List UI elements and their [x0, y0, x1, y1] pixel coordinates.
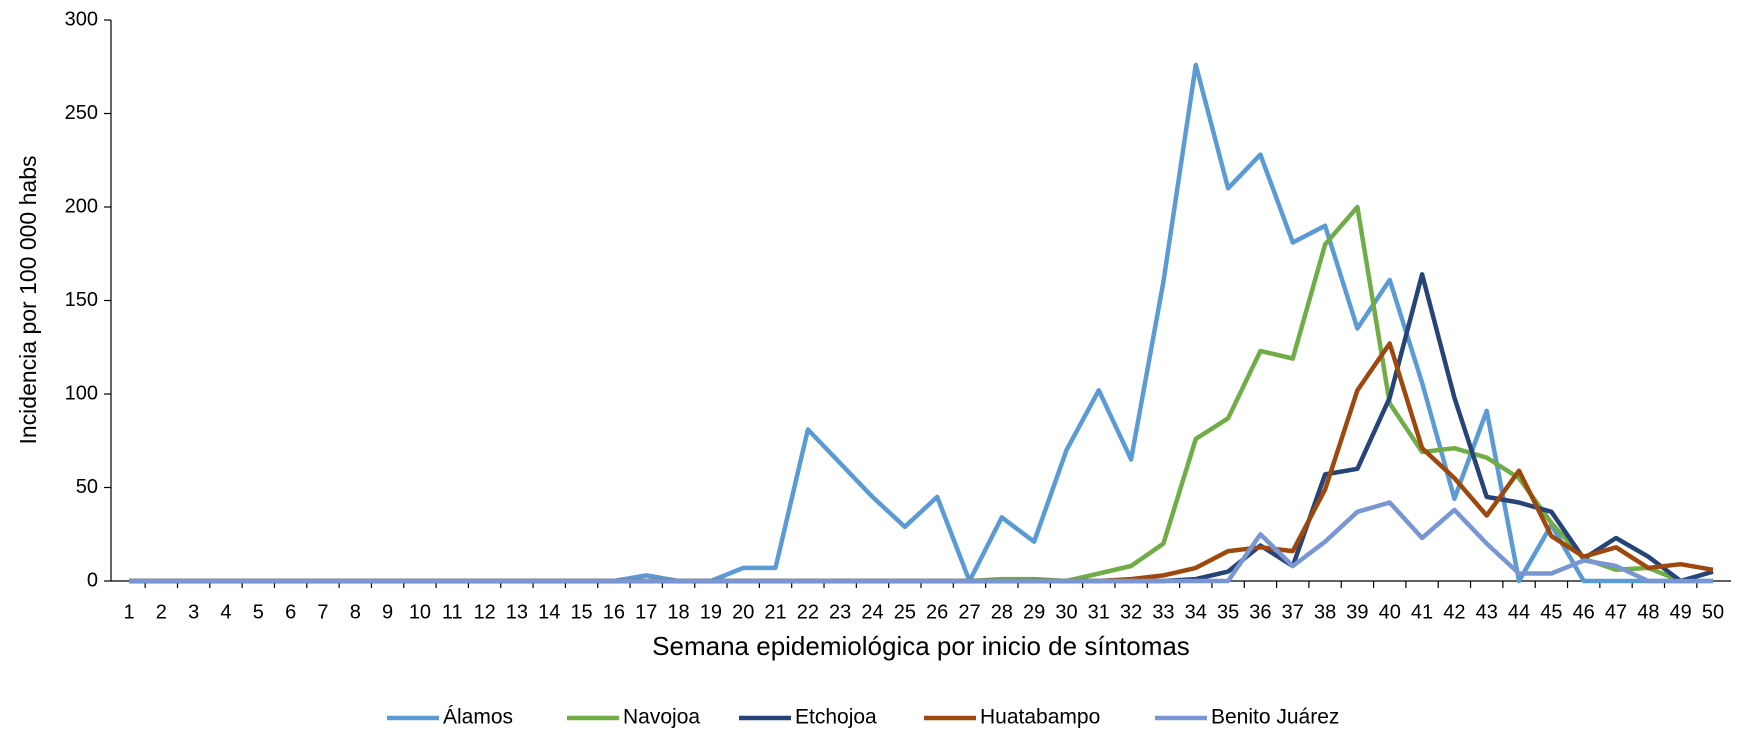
- x-tick-label: 28: [991, 601, 1013, 623]
- x-tick-label: 24: [861, 601, 883, 623]
- legend-label: Etchojoa: [795, 706, 877, 729]
- x-tick-label: 34: [1185, 601, 1207, 623]
- x-tick-label: 26: [926, 601, 948, 623]
- x-tick-label: 39: [1346, 601, 1368, 623]
- series-line: [129, 500, 1713, 584]
- x-tick-label: 18: [667, 601, 689, 623]
- y-tick-label: 200: [65, 195, 98, 217]
- x-tick-label: 36: [1249, 601, 1271, 623]
- x-tick-label: 25: [894, 601, 916, 623]
- y-axis-title: Incidencia por 100 000 habs: [15, 156, 41, 445]
- y-tick-label: 250: [65, 102, 98, 124]
- x-tick-label: 49: [1670, 601, 1692, 623]
- x-tick-label: 1: [123, 601, 134, 623]
- x-tick-label: 8: [350, 601, 361, 623]
- y-tick-label: 300: [65, 8, 98, 30]
- legend-label: Benito Juárez: [1211, 706, 1339, 729]
- x-tick-label: 17: [635, 601, 657, 623]
- x-tick-label: 46: [1573, 601, 1595, 623]
- x-tick-label: 44: [1508, 601, 1530, 623]
- legend-label: Navojoa: [623, 706, 700, 729]
- x-tick-label: 5: [253, 601, 264, 623]
- x-tick-label: 13: [506, 601, 528, 623]
- x-tick-label: 19: [700, 601, 722, 623]
- x-tick-label: 30: [1055, 601, 1077, 623]
- x-tick-label: 43: [1476, 601, 1498, 623]
- x-tick-label: 2: [156, 601, 167, 623]
- x-tick-label: 29: [1023, 601, 1045, 623]
- x-tick-label: 7: [317, 601, 328, 623]
- x-tick-label: 47: [1605, 601, 1627, 623]
- x-tick-label: 22: [797, 601, 819, 623]
- x-tick-label: 48: [1637, 601, 1659, 623]
- x-tick-label: 15: [570, 601, 592, 623]
- x-tick-label: 9: [382, 601, 393, 623]
- legend-label: Huatabampo: [980, 706, 1100, 729]
- x-tick-label: 23: [829, 601, 851, 623]
- x-tick-label: 32: [1120, 601, 1142, 623]
- series-line: [129, 204, 1714, 584]
- y-tick-label: 0: [87, 569, 98, 591]
- x-tick-label: 10: [409, 601, 431, 623]
- x-tick-label: 11: [442, 601, 463, 623]
- x-tick-label: 40: [1379, 601, 1401, 623]
- x-tick-label: 27: [958, 601, 980, 623]
- x-tick-label: 41: [1411, 601, 1433, 623]
- x-tick-label: 31: [1088, 601, 1110, 623]
- y-tick-label: 50: [76, 476, 98, 498]
- x-tick-label: 21: [764, 601, 786, 623]
- x-tick-label: 20: [732, 601, 754, 623]
- x-tick-label: 37: [1282, 601, 1304, 623]
- x-tick-label: 42: [1443, 601, 1465, 623]
- x-tick-label: 3: [188, 601, 199, 623]
- x-tick-label: 6: [285, 601, 296, 623]
- x-tick-label: 12: [473, 601, 495, 623]
- x-tick-label: 33: [1152, 601, 1174, 623]
- y-tick-label: 150: [65, 289, 98, 311]
- x-tick-label: 16: [603, 601, 625, 623]
- x-tick-label: 14: [538, 601, 560, 623]
- legend-label: Álamos: [443, 706, 513, 729]
- x-tick-label: 50: [1702, 601, 1724, 623]
- x-tick-label: 4: [220, 601, 231, 623]
- x-tick-label: 35: [1217, 601, 1239, 623]
- x-tick-label: 38: [1314, 601, 1336, 623]
- x-axis-title: Semana epidemiológica por inicio de sínt…: [652, 631, 1190, 661]
- y-tick-label: 100: [65, 382, 98, 404]
- x-tick-label: 45: [1540, 601, 1562, 623]
